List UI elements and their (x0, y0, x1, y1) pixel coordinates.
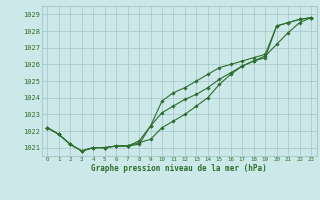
X-axis label: Graphe pression niveau de la mer (hPa): Graphe pression niveau de la mer (hPa) (91, 164, 267, 173)
